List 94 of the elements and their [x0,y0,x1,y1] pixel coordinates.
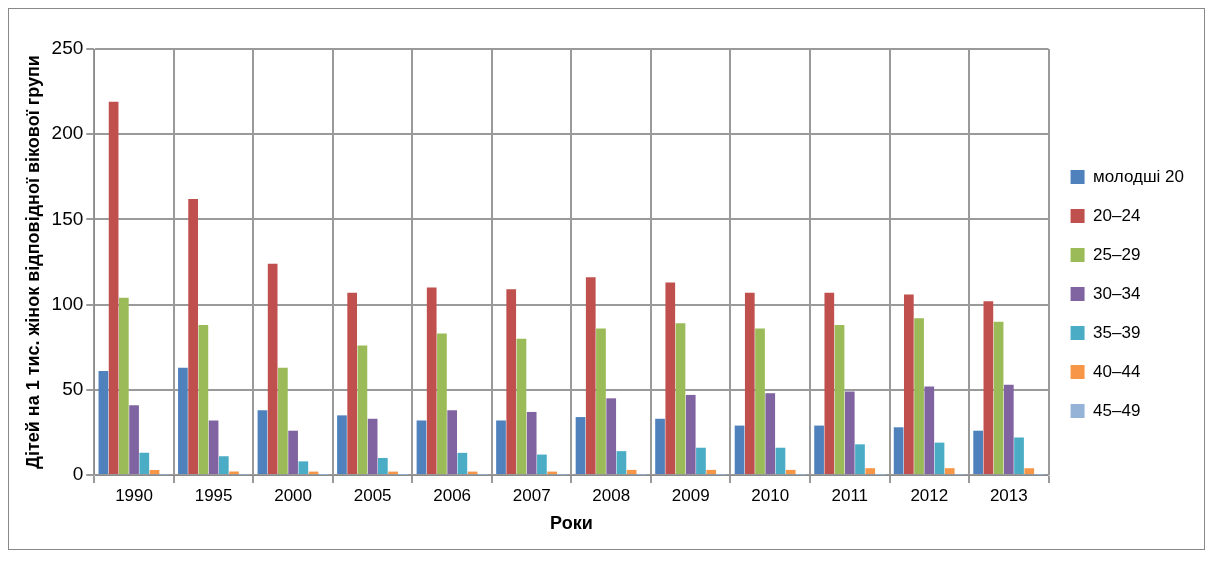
bar [824,292,835,474]
bar [834,325,845,474]
y-tick-label: 250 [51,37,84,59]
bar [616,451,627,474]
x-tick-label: 2006 [433,485,472,505]
bar [765,393,776,474]
bar [814,425,824,474]
legend-label: 45–49 [1093,400,1141,420]
bar [665,282,676,474]
bar [973,430,983,474]
y-tick-label: 100 [51,292,84,314]
bar [1024,468,1035,474]
bar [288,430,298,474]
bar [606,398,617,474]
legend-label: 35–39 [1093,322,1141,342]
y-tick-label: 50 [62,378,84,400]
bar [526,411,537,474]
x-tick-label: 2005 [353,485,392,505]
bar [218,456,229,474]
bar [655,418,665,474]
bar [357,345,368,474]
bar [844,391,855,474]
x-tick-label: 2009 [671,485,710,505]
bar [675,323,686,474]
x-tick-label: 2010 [751,485,790,505]
bar [596,328,606,474]
bar [198,325,209,474]
bar [337,415,347,474]
bar [944,468,955,474]
bar [903,294,914,474]
x-tick-label: 1990 [115,485,153,505]
bar [149,469,160,474]
bar [267,263,278,474]
bar [278,367,288,474]
x-tick-label: 2008 [592,485,631,505]
bar [585,277,596,474]
bar [98,371,109,474]
bar [496,420,506,474]
legend-label: 25–29 [1093,244,1141,264]
legend-label: молодші 20 [1093,166,1185,186]
bar [437,333,447,474]
bar [457,452,468,474]
bar [983,301,994,474]
bar [685,394,696,474]
x-tick-label: 2011 [831,485,869,505]
y-tick-label: 200 [51,122,84,144]
bar [516,338,527,474]
bar [865,468,876,474]
x-tick-label: 2007 [512,485,551,505]
bar [924,386,935,474]
bar [506,289,517,474]
y-tick-label: 150 [51,207,84,229]
legend-label: 20–24 [1093,205,1141,225]
bar [178,367,188,474]
bar [855,444,865,474]
bar [537,454,547,474]
bar [755,328,765,474]
bar [914,318,924,474]
x-tick-label: 2000 [274,485,313,505]
legend-label: 40–44 [1093,361,1141,381]
bar [934,442,945,474]
x-axis-title: Роки [550,513,593,534]
x-tick-label: 1995 [194,485,233,505]
bar [734,425,745,474]
bar [696,447,706,474]
bar [447,410,458,474]
bar [257,410,268,474]
bar [188,198,198,474]
bar [706,469,717,474]
bar [893,427,904,474]
bar [208,420,219,474]
bar [139,452,150,474]
bar [129,405,139,474]
bar [575,417,586,474]
bar [367,418,378,474]
bar [1003,384,1014,474]
bar [775,447,786,474]
bar [626,469,637,474]
bar [785,469,796,474]
x-tick-label: 2012 [910,485,949,505]
y-axis-title: Дітей на 1 тис. жінок відповідної вікової групи [22,55,43,469]
x-tick-label: 2013 [989,485,1028,505]
bar [347,292,358,474]
y-tick-label: 0 [72,463,84,485]
legend-label: 30–34 [1093,283,1141,303]
bar [744,292,755,474]
bar [426,287,437,474]
bar [993,321,1004,474]
bar [298,461,309,474]
bar [108,101,119,474]
bar [1014,437,1024,474]
bar [118,297,129,474]
bar [378,457,388,474]
bar [416,420,427,474]
